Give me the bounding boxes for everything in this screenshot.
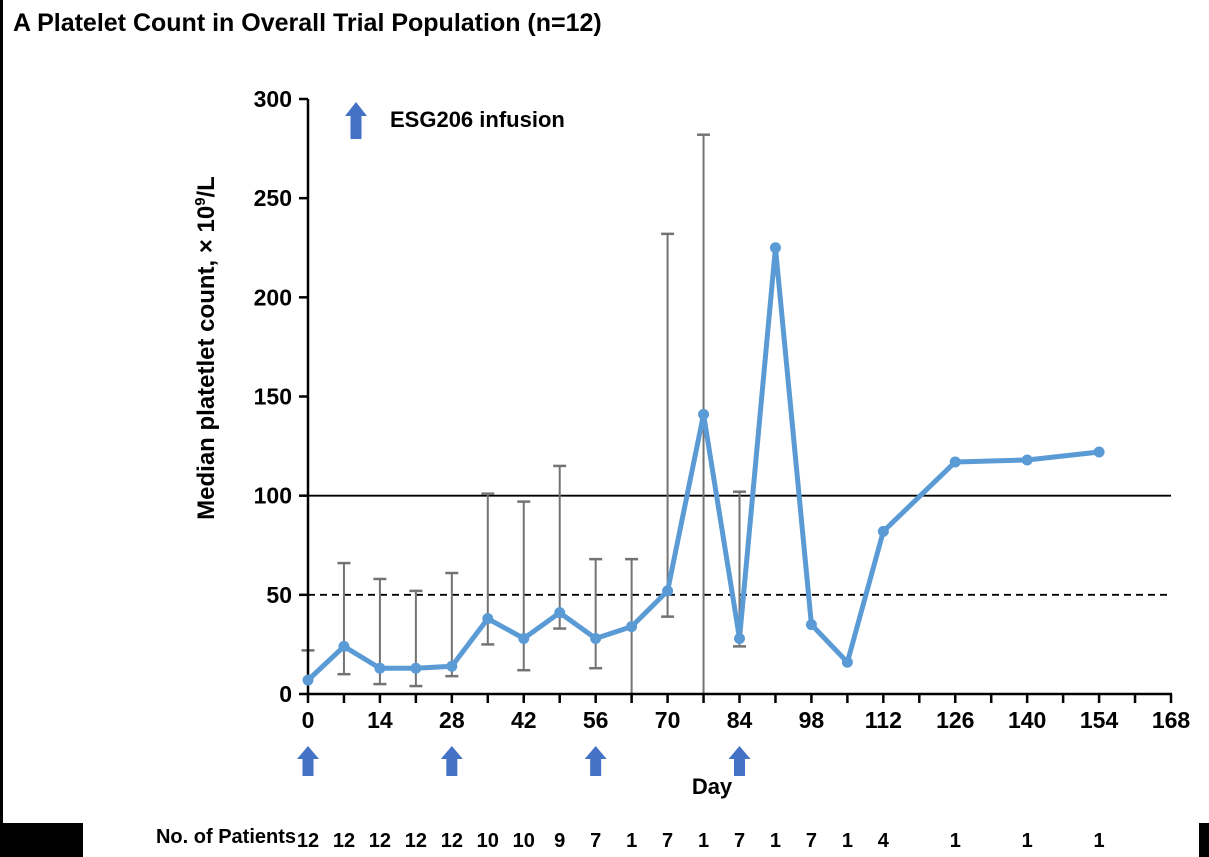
x-tick-label: 70 <box>655 707 681 733</box>
patients-count-day-14: 12 <box>369 830 391 852</box>
x-axis-title: Day <box>691 774 733 799</box>
x-tick-label: 42 <box>511 707 537 733</box>
patients-count-day-0: 12 <box>297 830 319 852</box>
data-point-day-140 <box>1021 454 1033 466</box>
patients-count-day-49: 9 <box>554 830 565 852</box>
y-tick-label: 100 <box>254 483 292 509</box>
x-tick-label: 126 <box>936 707 974 733</box>
infusion-arrow-icon <box>345 102 367 139</box>
data-point-day-14 <box>374 662 386 674</box>
patients-count-day-56: 7 <box>590 830 601 852</box>
y-tick-label: 50 <box>266 582 292 608</box>
data-point-day-56 <box>590 632 602 644</box>
patients-count-day-91: 1 <box>770 830 781 852</box>
patients-count-day-70: 7 <box>662 830 673 852</box>
patients-count-day-42: 10 <box>513 830 535 852</box>
x-tick-label: 56 <box>583 707 609 733</box>
patients-count-day-84: 7 <box>734 830 745 852</box>
chart-line <box>305 245 1102 683</box>
infusion-arrow-day-84 <box>728 746 751 776</box>
y-tick-label: 200 <box>254 284 292 310</box>
legend-label: ESG206 infusion <box>390 107 565 132</box>
data-point-day-112 <box>877 525 889 537</box>
x-tick-label: 84 <box>727 707 753 733</box>
data-point-day-21 <box>410 662 422 674</box>
y-axis-title-text: Median platetlet count, × 10 <box>193 205 220 520</box>
patients-count-day-105: 1 <box>842 830 853 852</box>
x-tick-label: 14 <box>367 707 393 733</box>
data-point-day-98 <box>805 619 817 631</box>
y-axis-title: Median platetlet count, × 109/L <box>193 48 227 648</box>
y-tick-label: 300 <box>254 86 292 112</box>
data-point-day-70 <box>662 585 674 597</box>
bottom-left-black-block <box>0 823 83 857</box>
patients-count-day-35: 10 <box>477 830 499 852</box>
data-point-day-49 <box>554 607 566 619</box>
data-point-day-42 <box>518 632 530 644</box>
bottom-right-black-block <box>1199 823 1209 857</box>
data-point-day-91 <box>769 242 781 254</box>
data-point-day-126 <box>949 456 961 468</box>
x-tick-label: 154 <box>1080 707 1119 733</box>
infusion-arrow-day-56 <box>584 746 607 776</box>
x-tick-label: 112 <box>865 707 902 733</box>
x-tick-label: 168 <box>1152 707 1191 733</box>
patients-count-day-126: 1 <box>950 830 961 852</box>
data-point-day-63 <box>626 621 638 633</box>
legend: ESG206 infusion <box>344 102 565 139</box>
infusion-arrow-day-0 <box>297 746 319 776</box>
x-tick-label: 140 <box>1008 707 1046 733</box>
data-point-day-35 <box>482 613 494 625</box>
patients-row-label: No. of Patients <box>155 826 296 848</box>
data-point-day-77 <box>698 408 710 420</box>
chart-title: A Platelet Count in Overall Trial Popula… <box>13 9 602 37</box>
patients-count-day-154: 1 <box>1094 830 1105 852</box>
data-point-day-105 <box>841 656 853 668</box>
patients-count-day-77: 1 <box>698 830 709 852</box>
patients-count-day-28: 12 <box>441 830 463 852</box>
x-tick-label: 0 <box>302 707 315 733</box>
y-tick-label: 0 <box>279 681 292 707</box>
x-tick-label: 28 <box>439 707 465 733</box>
data-point-day-28 <box>446 660 458 672</box>
y-axis-title-unit: /L <box>193 176 220 198</box>
patients-count-day-21: 12 <box>405 830 427 852</box>
infusion-arrow-day-28 <box>440 746 463 776</box>
y-tick-label: 150 <box>254 384 292 410</box>
data-point-day-84 <box>734 632 745 644</box>
y-axis-title-exponent: 9 <box>193 197 209 206</box>
patients-count-day-63: 1 <box>626 830 637 852</box>
patients-count-day-98: 7 <box>806 830 817 852</box>
data-point-day-154 <box>1093 446 1105 458</box>
patients-count-day-112: 4 <box>878 830 890 852</box>
patients-count-day-140: 1 <box>1022 830 1033 852</box>
data-point-day-0 <box>302 674 314 686</box>
left-border-line <box>0 0 3 857</box>
y-tick-label: 250 <box>254 185 292 211</box>
x-tick-label: 98 <box>799 707 825 733</box>
data-point-day-7 <box>338 640 350 652</box>
patients-count-day-7: 12 <box>333 830 355 852</box>
